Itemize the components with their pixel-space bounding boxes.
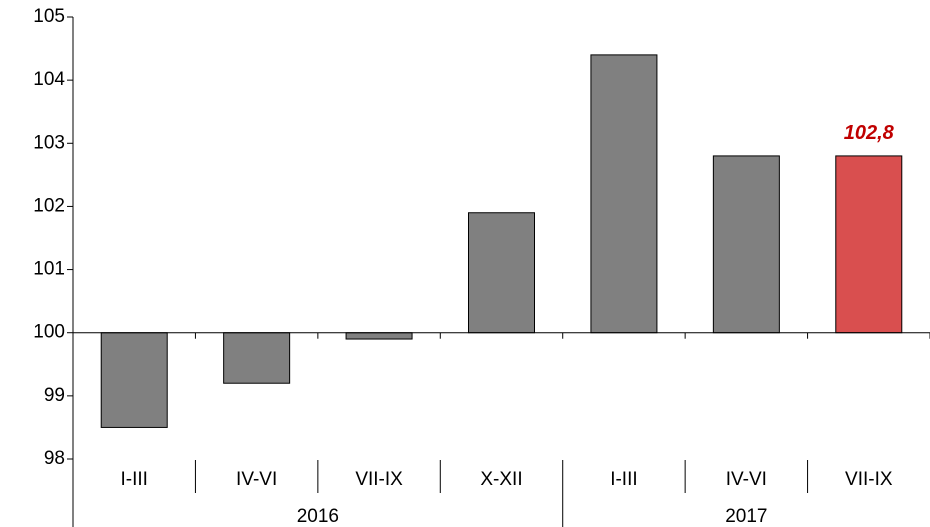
x-tick-label: X-XII: [480, 469, 522, 490]
x-tick-label: IV-VI: [236, 469, 277, 490]
x-tick-label: I-III: [120, 469, 147, 490]
bar: [712, 155, 780, 334]
x-tick-label: VII-IX: [845, 469, 893, 490]
bar: [100, 332, 168, 428]
y-tick-label: 99: [44, 385, 65, 406]
y-tick-label: 105: [33, 6, 65, 27]
x-tick-label: VII-IX: [355, 469, 403, 490]
group-label: 2016: [297, 506, 339, 527]
bar: [590, 54, 658, 334]
bar: [345, 332, 413, 340]
x-tick-label: IV-VI: [726, 469, 767, 490]
y-tick-label: 100: [33, 322, 65, 343]
value-label: 102,8: [844, 122, 895, 144]
y-tick-label: 103: [33, 132, 65, 153]
y-tick-label: 98: [44, 448, 65, 469]
y-tick-label: 102: [33, 195, 65, 216]
bar: [835, 155, 903, 334]
bar: [223, 332, 291, 384]
group-label: 2017: [725, 506, 767, 527]
x-tick-label: I-III: [610, 469, 637, 490]
y-tick-label: 104: [33, 69, 65, 90]
bar: [468, 212, 535, 334]
y-tick-label: 101: [33, 259, 65, 280]
